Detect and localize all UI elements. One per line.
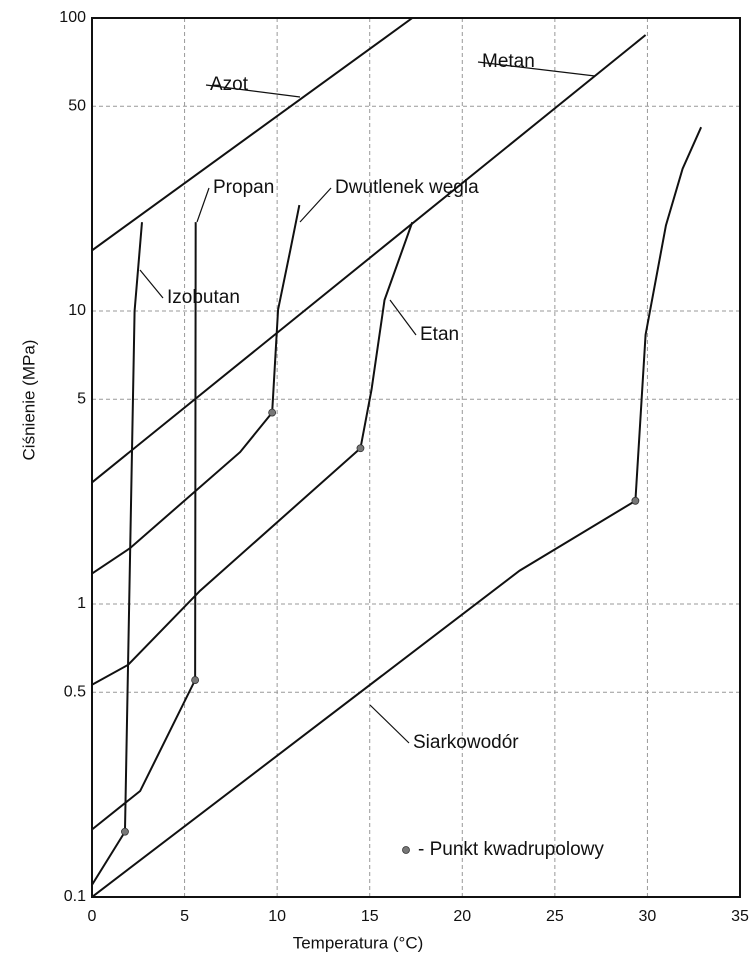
y-tick-label: 0.5 [64, 683, 86, 700]
quadruple-point [356, 444, 365, 453]
y-tick-label: 1 [77, 595, 86, 612]
series-label: Metan [482, 51, 535, 72]
series-label: Propan [213, 177, 274, 198]
y-tick-label: 100 [59, 9, 86, 26]
leader-line [369, 704, 410, 744]
leader-line [477, 61, 596, 77]
leader-line [196, 187, 210, 223]
series-line [92, 18, 413, 252]
plot-frame [91, 17, 741, 898]
x-tick-label: 10 [268, 908, 286, 925]
series-line [92, 222, 197, 831]
legend-label: - Punkt kwadrupolowy [418, 839, 604, 860]
leader-line [389, 299, 417, 336]
series-label: Etan [420, 324, 459, 345]
legend-marker [402, 846, 410, 854]
x-tick-label: 5 [180, 908, 189, 925]
leader-line [139, 269, 164, 299]
series-line [92, 221, 414, 686]
quadruple-point [631, 496, 640, 505]
series-line [92, 34, 647, 484]
y-tick-label: 50 [68, 97, 86, 114]
leader-line [299, 187, 332, 223]
x-tick-label: 0 [88, 908, 97, 925]
series-label: Siarkowodór [413, 732, 519, 753]
y-tick-label: 10 [68, 302, 86, 319]
series-label: Dwutlenek węgla [335, 177, 479, 198]
y-tick-label: 0.1 [64, 888, 86, 905]
x-axis-label: Temperatura (°C) [293, 933, 424, 952]
x-tick-label: 35 [731, 908, 749, 925]
x-tick-label: 25 [546, 908, 564, 925]
leader-line [205, 84, 301, 98]
series-line [92, 126, 703, 897]
series-label: Izobutan [167, 287, 240, 308]
series-label: Azot [210, 74, 249, 95]
quadruple-point [121, 827, 129, 836]
x-tick-label: 15 [361, 908, 379, 925]
series-line [92, 222, 143, 886]
y-tick-label: 5 [77, 390, 86, 407]
y-axis-label: Ciśnienie (MPa) [19, 340, 38, 461]
quadruple-point [268, 408, 277, 417]
quadruple-point [191, 676, 200, 684]
x-tick-label: 30 [639, 908, 657, 925]
x-tick-label: 20 [453, 908, 471, 925]
